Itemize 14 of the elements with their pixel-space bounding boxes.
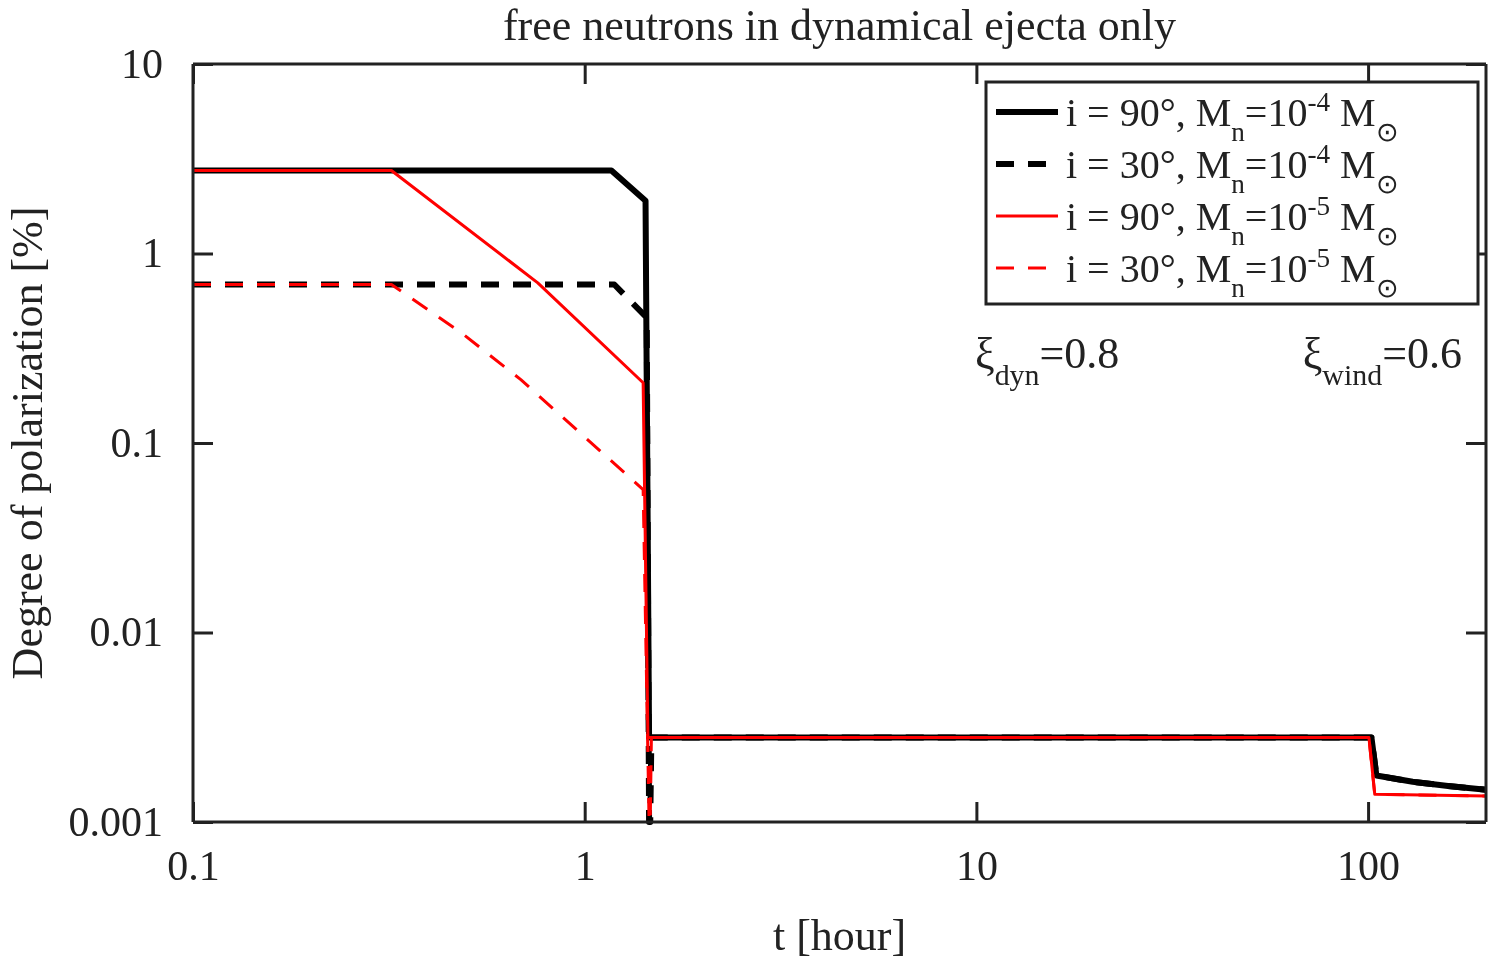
x-tick-label: 1	[574, 842, 596, 889]
x-axis-title: t [hour]	[772, 911, 907, 960]
x-tick-label: 10	[955, 842, 998, 889]
chart-title: free neutrons in dynamical ejecta only	[502, 1, 1177, 50]
x-tick-label: 0.1	[167, 842, 220, 889]
y-tick-label: 1	[142, 230, 163, 277]
y-tick-label: 0.01	[89, 609, 163, 656]
annotation: ξ$_{wind}$=0.6	[1302, 329, 1462, 391]
y-tick-label: 10	[121, 40, 163, 87]
y-tick-label: 0.001	[68, 798, 163, 845]
y-axis-title: Degree of polarization [%]	[3, 206, 52, 680]
y-tick-label: 0.1	[110, 419, 163, 466]
annotation: ξ$_{dyn}$=0.8	[975, 329, 1120, 391]
x-tick-label: 100	[1337, 842, 1401, 889]
